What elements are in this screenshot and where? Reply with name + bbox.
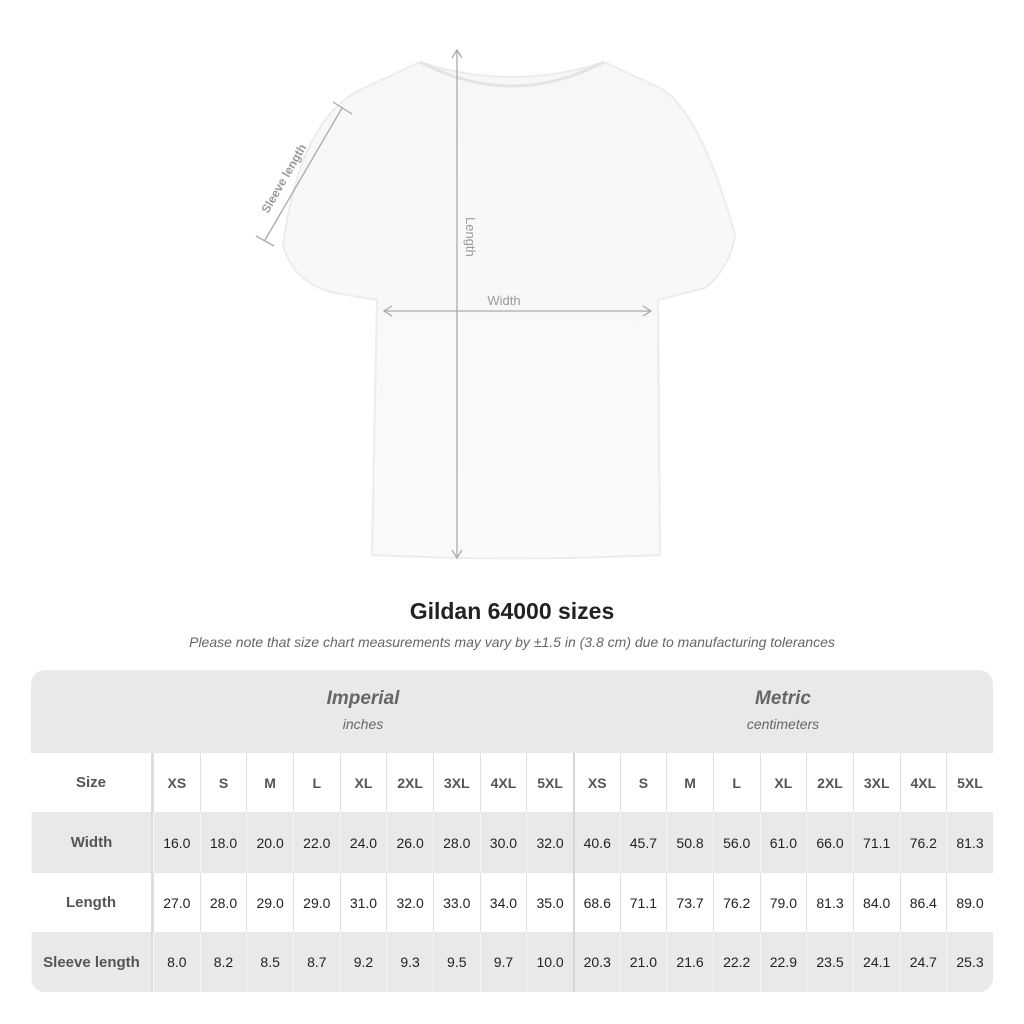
metric-size-header: 4XL xyxy=(899,753,947,812)
imperial-value-cell: 34.0 xyxy=(479,873,527,932)
table-row: Sleeve length 8.0 8.2 8.5 8.7 9.2 9.3 9.5 9.7 10.… xyxy=(31,932,993,992)
imperial-value-cell: 29.0 xyxy=(246,873,293,932)
imperial-header: Imperial inches xyxy=(153,670,573,753)
metric-size-header: 2XL xyxy=(806,753,853,812)
metric-value-cell: 24.1 xyxy=(852,932,900,992)
size-header-row: Size XS S M L XL 2XL 3XL 4XL 5XL XS S M L XL 2XL 3XL 4XL 5… xyxy=(31,753,993,812)
metric-value-cell: 71.1 xyxy=(619,873,667,932)
metric-unit: centimeters xyxy=(746,716,820,732)
imperial-label: Imperial xyxy=(326,688,400,709)
imperial-size-header: S xyxy=(199,753,247,812)
imperial-value-cell: 9.5 xyxy=(432,932,480,992)
metric-value-cell: 56.0 xyxy=(712,812,760,873)
metric-value-cell: 40.6 xyxy=(572,812,620,873)
imperial-value-cell: 28.0 xyxy=(199,873,247,932)
size-table: Imperial inches Metric centimeters Size X… xyxy=(31,670,993,992)
metric-label: Metric xyxy=(755,688,811,709)
metric-value-cell: 66.0 xyxy=(806,812,853,873)
metric-size-header: M xyxy=(666,753,713,812)
imperial-value-cell: 29.0 xyxy=(292,873,340,932)
imperial-value-cell: 22.0 xyxy=(292,812,340,873)
imperial-value-cell: 8.7 xyxy=(292,932,340,992)
metric-value-cell: 25.3 xyxy=(946,932,993,992)
metric-value-cell: 20.3 xyxy=(572,932,620,992)
imperial-size-header: L xyxy=(292,753,340,812)
metric-value-cell: 23.5 xyxy=(806,932,853,992)
row-label: Sleeve length xyxy=(31,932,153,992)
imperial-value-cell: 28.0 xyxy=(432,812,480,873)
imperial-size-header: XS xyxy=(153,753,200,812)
imperial-size-header: XL xyxy=(339,753,387,812)
metric-value-cell: 76.2 xyxy=(899,812,947,873)
metric-size-header: 3XL xyxy=(852,753,900,812)
imperial-value-cell: 24.0 xyxy=(339,812,387,873)
imperial-value-cell: 16.0 xyxy=(153,812,200,873)
table-row: Width 16.0 18.0 20.0 22.0 24.0 26.0 28.0 30.0 32.… xyxy=(31,812,993,873)
metric-value-cell: 81.3 xyxy=(946,812,993,873)
imperial-value-cell: 32.0 xyxy=(386,873,433,932)
metric-value-cell: 86.4 xyxy=(899,873,947,932)
imperial-value-cell: 30.0 xyxy=(479,812,527,873)
imperial-size-header: 5XL xyxy=(526,753,573,812)
imperial-size-header: 4XL xyxy=(479,753,527,812)
row-label: Length xyxy=(31,873,153,932)
metric-value-cell: 22.2 xyxy=(712,932,760,992)
imperial-value-cell: 31.0 xyxy=(339,873,387,932)
imperial-value-cell: 9.7 xyxy=(479,932,527,992)
metric-size-header: L xyxy=(712,753,760,812)
imperial-size-header: 3XL xyxy=(432,753,480,812)
imperial-value-cell: 27.0 xyxy=(153,873,200,932)
imperial-value-cell: 9.3 xyxy=(386,932,433,992)
metric-value-cell: 76.2 xyxy=(712,873,760,932)
imperial-value-cell: 32.0 xyxy=(526,812,573,873)
imperial-value-cell: 10.0 xyxy=(526,932,573,992)
imperial-value-cell: 8.2 xyxy=(199,932,247,992)
metric-value-cell: 73.7 xyxy=(666,873,713,932)
imperial-size-header: 2XL xyxy=(386,753,433,812)
imperial-value-cell: 8.5 xyxy=(246,932,293,992)
imperial-value-cell: 18.0 xyxy=(199,812,247,873)
metric-value-cell: 22.9 xyxy=(759,932,807,992)
metric-value-cell: 68.6 xyxy=(572,873,620,932)
metric-size-header: XS xyxy=(572,753,620,812)
metric-value-cell: 45.7 xyxy=(619,812,667,873)
imperial-unit: inches xyxy=(342,716,384,732)
metric-value-cell: 89.0 xyxy=(946,873,993,932)
metric-value-cell: 81.3 xyxy=(806,873,853,932)
imperial-value-cell: 26.0 xyxy=(386,812,433,873)
imperial-value-cell: 8.0 xyxy=(153,932,200,992)
table-row: Length 27.0 28.0 29.0 29.0 31.0 32.0 33.0 34.0 35… xyxy=(31,873,993,932)
metric-value-cell: 71.1 xyxy=(852,812,900,873)
imperial-value-cell: 20.0 xyxy=(246,812,293,873)
metric-value-cell: 84.0 xyxy=(852,873,900,932)
row-label: Width xyxy=(31,812,153,873)
metric-value-cell: 61.0 xyxy=(759,812,807,873)
metric-value-cell: 21.0 xyxy=(619,932,667,992)
metric-value-cell: 24.7 xyxy=(899,932,947,992)
width-label: Width xyxy=(487,293,520,308)
imperial-value-cell: 33.0 xyxy=(432,873,480,932)
metric-header: Metric centimeters xyxy=(573,670,993,753)
metric-value-cell: 21.6 xyxy=(666,932,713,992)
imperial-value-cell: 35.0 xyxy=(526,873,573,932)
metric-size-header: XL xyxy=(759,753,807,812)
metric-value-cell: 50.8 xyxy=(666,812,713,873)
chart-title: Gildan 64000 sizes xyxy=(409,598,615,624)
imperial-size-header: M xyxy=(246,753,293,812)
metric-size-header: S xyxy=(619,753,667,812)
length-label: Length xyxy=(463,217,478,257)
tolerance-note: Please note that size chart measurements… xyxy=(189,634,835,650)
metric-value-cell: 79.0 xyxy=(759,873,807,932)
tshirt-diagram: Length Width Sleeve length xyxy=(255,48,737,560)
tshirt-shape xyxy=(281,60,737,560)
size-label: Size xyxy=(31,753,153,812)
imperial-value-cell: 9.2 xyxy=(339,932,387,992)
metric-size-header: 5XL xyxy=(946,753,993,812)
